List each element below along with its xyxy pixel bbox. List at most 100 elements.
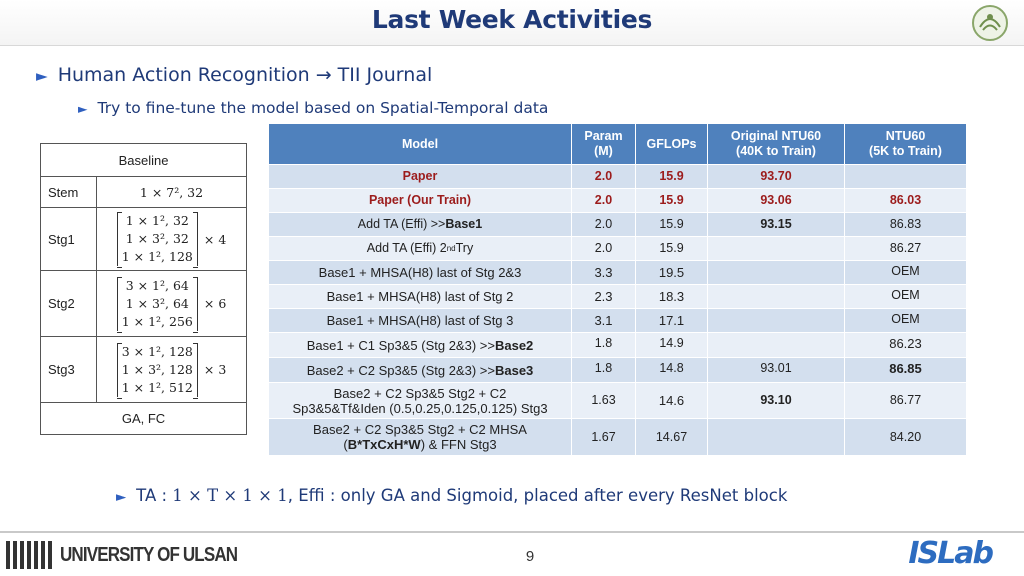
table-row: Base1 + MHSA(H8) last of Stg 2&3 3.3 19.… <box>269 260 966 284</box>
cell-ntu5 <box>844 165 966 188</box>
bullet-arrow-icon: ► <box>78 101 88 116</box>
cell-gflops: 14.9 <box>635 333 707 357</box>
baseline-row-stg2: Stg2 3 × 1², 64 1 × 3², 64 1 × 1², 256 ×… <box>41 270 246 336</box>
bullet-level1: ► Human Action Recognition → TII Journal <box>36 64 432 86</box>
stg3-matrix: 3 × 1², 128 1 × 3², 128 1 × 1², 512 <box>116 342 199 399</box>
ta-suffix: , Effi : only GA and Sigmoid, placed aft… <box>287 486 788 505</box>
matrix-entry: 1 × 3², 32 <box>125 231 189 246</box>
table-row: Add TA (Effi) >> Base1 2.0 15.9 93.15 86… <box>269 212 966 236</box>
baseline-stem-label: Stem <box>41 177 97 207</box>
cell-model: Base2 + C2 Sp3&5 (Stg 2&3) >> Base3 <box>269 358 571 382</box>
cell-ntu40 <box>707 261 844 284</box>
header-ntu40-line1: Original NTU60 <box>730 129 822 143</box>
cell-ntu5: 84.20 <box>844 419 966 455</box>
stg1-multiplier: × 4 <box>203 231 227 247</box>
bullet-level2: ► Try to fine-tune the model based on Spa… <box>78 99 548 117</box>
table-row: Base1 + MHSA(H8) last of Stg 2 2.3 18.3 … <box>269 284 966 308</box>
cell-ntu40: 93.15 <box>707 213 844 236</box>
cell-param: 2.3 <box>571 285 635 308</box>
matrix-entry: 3 × 1², 128 <box>121 343 193 359</box>
baseline-table: Baseline Stem 1 × 7², 32 Stg1 1 × 1², 32… <box>40 143 247 435</box>
cell-gflops: 15.9 <box>635 189 707 212</box>
lab-logo: ISLab <box>908 536 994 571</box>
table-row: Base1 + C1 Sp3&5 (Stg 2&3) >> Base2 1.8 … <box>269 332 966 357</box>
cell-model-suffix: Try <box>455 241 474 255</box>
baseline-stg2-label: Stg2 <box>41 271 97 336</box>
ta-formula: 1 × T × 1 × 1 <box>172 486 288 505</box>
stg3-multiplier: × 3 <box>203 362 227 377</box>
cell-model: Base2 + C2 Sp3&5 Stg2 + C2 Sp3&5&Tf&Iden … <box>269 383 571 418</box>
cell-model: Base2 + C2 Sp3&5 Stg2 + C2 MHSA (B*TxCxH*… <box>269 419 571 455</box>
cell-ntu5: 86.85 <box>844 358 966 382</box>
bullet-arrow-icon: ► <box>116 490 127 505</box>
cell-model-line2-post: ) & FFN Stg3 <box>420 437 497 452</box>
header-param-line1: Param <box>584 129 623 143</box>
baseline-footer: GA, FC <box>41 402 246 434</box>
stg1-matrix: 1 × 1², 32 1 × 3², 32 1 × 1², 128 <box>116 212 199 268</box>
matrix-entry: 1 × 1², 128 <box>121 249 193 264</box>
footer-divider <box>0 531 1024 533</box>
cell-model-text: Base2 + C2 Sp3&5 (Stg 2&3) >> <box>306 362 495 378</box>
header-ntu60-40k: Original NTU60 (40K to Train) <box>707 124 844 164</box>
header-param-line2: (M) <box>594 144 613 158</box>
matrix-entry: 1 × 1², 512 <box>121 379 193 395</box>
cell-param: 3.3 <box>571 261 635 284</box>
results-table: Model Param (M) GFLOPs Original NTU60 (40K… <box>269 124 966 455</box>
header-ntu60-5k: NTU60 (5K to Train) <box>844 124 966 164</box>
cell-ntu5: 86.03 <box>844 189 966 212</box>
cell-param: 2.0 <box>571 237 635 260</box>
cell-model-line2-pre: ( <box>343 437 348 452</box>
cell-gflops: 15.9 <box>635 237 707 260</box>
bullet-level1-text: Human Action Recognition → TII Journal <box>57 64 433 86</box>
cell-model: Base1 + MHSA(H8) last of Stg 2&3 <box>318 265 522 280</box>
cell-ntu5: OEM <box>844 285 966 308</box>
cell-ntu5: 86.77 <box>844 383 966 418</box>
table-row: Paper (Our Train) 2.0 15.9 93.06 86.03 <box>269 188 966 212</box>
cell-model: Paper <box>402 169 438 183</box>
cell-param: 2.0 <box>571 189 635 212</box>
baseline-header: Baseline <box>118 152 169 168</box>
table-row: Base2 + C2 Sp3&5 (Stg 2&3) >> Base3 1.8 … <box>269 357 966 382</box>
header-gflops: GFLOPs <box>635 124 707 164</box>
cell-ntu40 <box>707 333 844 357</box>
cell-ntu40: 93.01 <box>707 358 844 382</box>
cell-ntu40: 93.10 <box>707 383 844 418</box>
table-row: Base2 + C2 Sp3&5 Stg2 + C2 Sp3&5&Tf&Iden … <box>269 382 966 418</box>
university-emblem-icon <box>972 5 1008 41</box>
cell-model-bold: Base2 <box>494 337 534 353</box>
cell-model-text: Add TA (Effi) >> <box>357 217 446 231</box>
baseline-stem-value: 1 × 7², 32 <box>139 184 204 200</box>
matrix-entry: 3 × 1², 64 <box>125 277 189 293</box>
cell-param: 1.67 <box>571 419 635 455</box>
cell-ntu40 <box>707 309 844 332</box>
cell-param: 1.63 <box>571 383 635 418</box>
title-bar: Last Week Activities <box>0 0 1024 46</box>
cell-model: Paper (Our Train) <box>368 193 472 207</box>
cell-gflops: 17.1 <box>635 309 707 332</box>
bullet-level2-text: Try to fine-tune the model based on Spat… <box>97 99 549 117</box>
cell-model-text: Add TA (Effi) 2 <box>366 241 447 255</box>
baseline-stg2-value: 3 × 1², 64 1 × 3², 64 1 × 1², 256 × 6 <box>97 271 246 336</box>
cell-gflops: 14.8 <box>635 358 707 382</box>
baseline-row-stg3: Stg3 3 × 1², 128 1 × 3², 128 1 × 1², 512… <box>41 336 246 402</box>
baseline-stg3-label: Stg3 <box>41 337 97 402</box>
cell-ntu40: 93.70 <box>707 165 844 188</box>
table-row: Base1 + MHSA(H8) last of Stg 3 3.1 17.1 … <box>269 308 966 332</box>
cell-ntu40 <box>707 285 844 308</box>
cell-gflops: 18.3 <box>635 285 707 308</box>
header-ntu40-line2: (40K to Train) <box>736 144 816 158</box>
baseline-row-stem: Stem 1 × 7², 32 <box>41 176 246 207</box>
cell-model-text: Base1 + C1 Sp3&5 (Stg 2&3) >> <box>306 337 495 353</box>
table-row: Paper 2.0 15.9 93.70 <box>269 164 966 188</box>
cell-ntu40 <box>707 419 844 455</box>
table-row: Base2 + C2 Sp3&5 Stg2 + C2 MHSA (B*TxCxH*… <box>269 418 966 455</box>
cell-ntu5: 86.27 <box>844 237 966 260</box>
header-param: Param (M) <box>571 124 635 164</box>
cell-ntu5: OEM <box>844 309 966 332</box>
cell-model-line1: Base2 + C2 Sp3&5 Stg2 + C2 MHSA <box>313 422 527 437</box>
cell-param: 1.8 <box>571 333 635 357</box>
cell-ntu5: OEM <box>844 261 966 284</box>
matrix-entry: 1 × 3², 64 <box>125 295 189 311</box>
cell-model-sup: nd <box>446 244 456 253</box>
matrix-entry: 1 × 3², 128 <box>121 361 193 377</box>
